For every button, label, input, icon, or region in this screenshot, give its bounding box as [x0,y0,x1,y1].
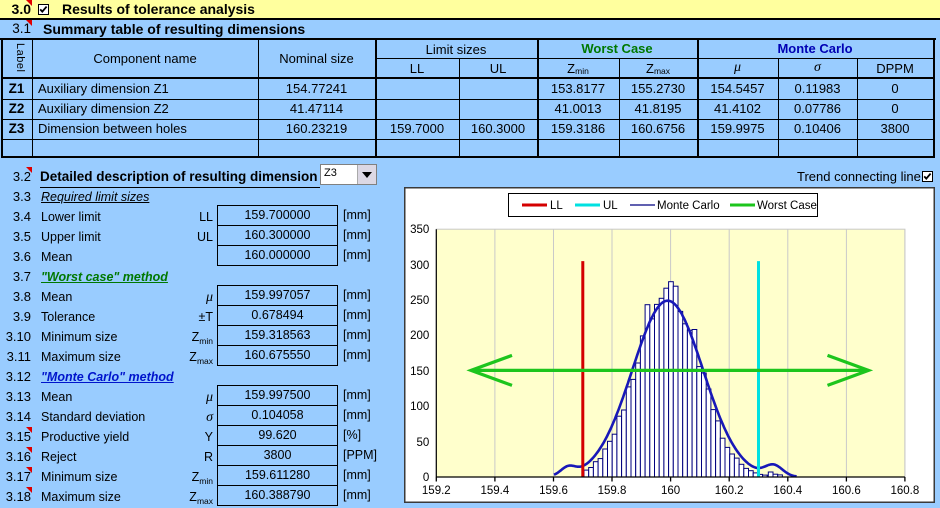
svg-text:160: 160 [661,485,680,497]
svg-text:0: 0 [423,472,429,484]
svg-text:160.2: 160.2 [715,485,744,497]
svg-text:UL: UL [603,200,618,212]
svg-text:160.4: 160.4 [773,485,802,497]
svg-text:160.8: 160.8 [891,485,920,497]
svg-text:159.4: 159.4 [481,485,510,497]
svg-text:200: 200 [410,330,429,342]
svg-text:160.6: 160.6 [832,485,861,497]
svg-text:LL: LL [550,200,563,212]
svg-text:159.8: 159.8 [598,485,627,497]
svg-text:159.2: 159.2 [422,485,451,497]
svg-text:159.6: 159.6 [539,485,568,497]
svg-text:250: 250 [410,295,429,307]
svg-text:Monte Carlo: Monte Carlo [657,200,720,212]
svg-text:Worst Case: Worst Case [757,200,817,212]
svg-text:50: 50 [417,437,430,449]
svg-text:300: 300 [410,260,429,272]
svg-text:350: 350 [410,224,429,236]
svg-text:150: 150 [410,366,429,378]
svg-text:100: 100 [410,401,429,413]
